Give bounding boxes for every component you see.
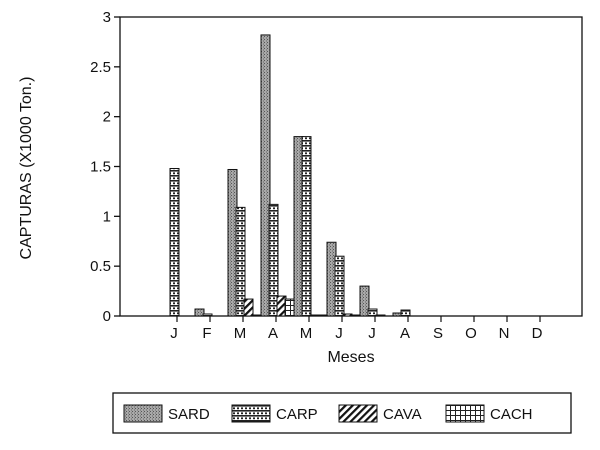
x-tick-label: D: [532, 325, 543, 342]
legend: SARD CARP CAVA CACH: [112, 392, 572, 434]
legend-swatch-cach: [445, 404, 485, 423]
y-tick-label: 1.5: [90, 159, 111, 176]
y-tick-label: 0: [103, 308, 111, 325]
bar-cach-4: [317, 314, 328, 317]
y-tick-label: 3: [103, 9, 111, 26]
bar-sard-1: [194, 308, 205, 317]
y-tick-label: 2: [103, 109, 111, 126]
bar-carp-6: [367, 308, 378, 317]
bar-cach-5: [350, 314, 361, 317]
x-tick-label: J: [170, 325, 178, 342]
x-tick-label: M: [300, 325, 313, 342]
y-tick-label: 2.5: [90, 59, 111, 76]
plot-frame: [119, 16, 583, 317]
y-tick-label: 0.5: [90, 258, 111, 275]
legend-swatch-sard: [123, 404, 163, 423]
bar-carp-7: [400, 309, 411, 317]
bar-carp-0: [169, 167, 180, 317]
legend-label-sard: SARD: [168, 406, 210, 423]
bar-carp-2: [235, 206, 246, 317]
x-axis-title: Meses: [327, 349, 374, 366]
x-tick-label: S: [433, 325, 443, 342]
y-axis-title: CAPTURAS (X1000 Ton.): [18, 77, 35, 260]
bar-cava-6: [375, 314, 386, 317]
bar-sard-6: [359, 285, 370, 317]
bar-carp-4: [301, 136, 312, 317]
bars-group: [169, 34, 411, 317]
x-tick-label: M: [234, 325, 247, 342]
y-axis-ticks: 0 0.5 1 1.5 2 2.5 3: [90, 9, 120, 325]
x-tick-label: A: [268, 325, 278, 342]
legend-swatch-carp: [231, 404, 271, 423]
legend-label-cava: CAVA: [383, 406, 422, 423]
bar-carp-5: [334, 255, 345, 317]
bar-carp-1: [202, 313, 213, 317]
x-tick-label: N: [499, 325, 510, 342]
bar-carp-3: [268, 203, 279, 317]
bar-cava-2: [243, 298, 254, 317]
x-tick-label: O: [465, 325, 477, 342]
x-tick-label: J: [335, 325, 343, 342]
x-tick-label: J: [368, 325, 376, 342]
legend-label-carp: CARP: [276, 406, 318, 423]
legend-swatch-cava: [338, 404, 378, 423]
x-tick-label: F: [202, 325, 211, 342]
y-tick-label: 1: [103, 208, 111, 225]
bar-cach-2: [251, 314, 262, 317]
x-tick-label: A: [400, 325, 410, 342]
bar-cach-3: [284, 298, 295, 317]
bar-sard-3: [260, 34, 271, 317]
legend-label-cach: CACH: [490, 406, 533, 423]
